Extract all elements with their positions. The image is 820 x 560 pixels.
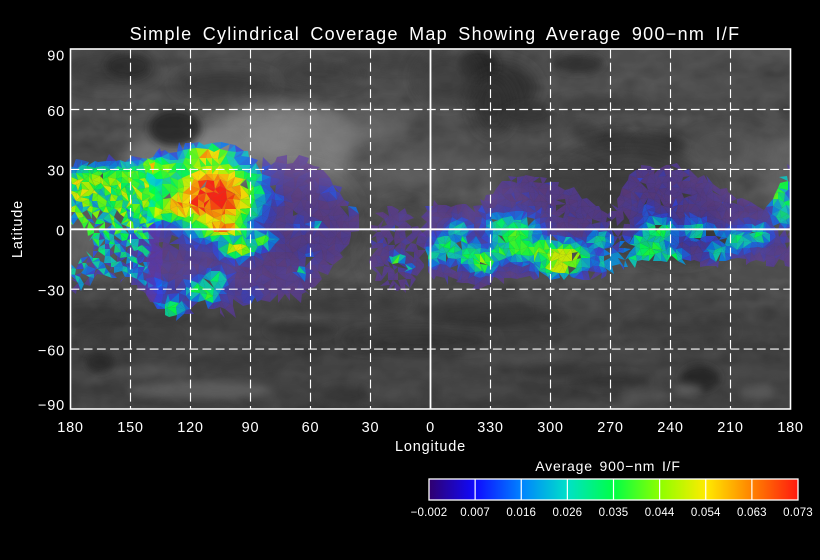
svg-text:0.007: 0.007 [460, 507, 490, 519]
svg-text:0.026: 0.026 [552, 507, 582, 519]
svg-text:330: 330 [477, 420, 504, 436]
svg-text:120: 120 [177, 420, 204, 436]
svg-text:Simple Cylindrical Coverage Ma: Simple Cylindrical Coverage Map Showing … [130, 24, 741, 44]
svg-text:180: 180 [57, 420, 84, 436]
svg-text:180: 180 [777, 420, 804, 436]
svg-text:−0.002: −0.002 [411, 507, 448, 519]
svg-text:150: 150 [117, 420, 144, 436]
svg-text:0.073: 0.073 [783, 507, 813, 519]
svg-text:Average 900−nm I/F: Average 900−nm I/F [535, 458, 680, 474]
svg-text:60: 60 [47, 104, 65, 120]
svg-text:0: 0 [56, 224, 65, 240]
svg-text:60: 60 [302, 420, 320, 436]
svg-text:240: 240 [657, 420, 684, 436]
svg-text:90: 90 [47, 48, 65, 64]
svg-text:0.054: 0.054 [691, 507, 721, 519]
svg-text:Longitude: Longitude [395, 439, 466, 455]
svg-text:0.016: 0.016 [506, 507, 536, 519]
svg-text:0.063: 0.063 [737, 507, 767, 519]
svg-text:−30: −30 [38, 283, 65, 299]
svg-text:30: 30 [47, 164, 65, 180]
svg-text:Latitude: Latitude [10, 200, 26, 258]
svg-text:270: 270 [597, 420, 624, 436]
svg-text:30: 30 [362, 420, 380, 436]
svg-text:300: 300 [537, 420, 564, 436]
svg-text:−60: −60 [38, 343, 65, 359]
svg-text:90: 90 [242, 420, 260, 436]
svg-text:210: 210 [717, 420, 744, 436]
svg-text:0.035: 0.035 [599, 507, 629, 519]
svg-text:0.044: 0.044 [645, 507, 675, 519]
svg-text:0: 0 [426, 420, 435, 436]
svg-text:−90: −90 [38, 398, 65, 414]
